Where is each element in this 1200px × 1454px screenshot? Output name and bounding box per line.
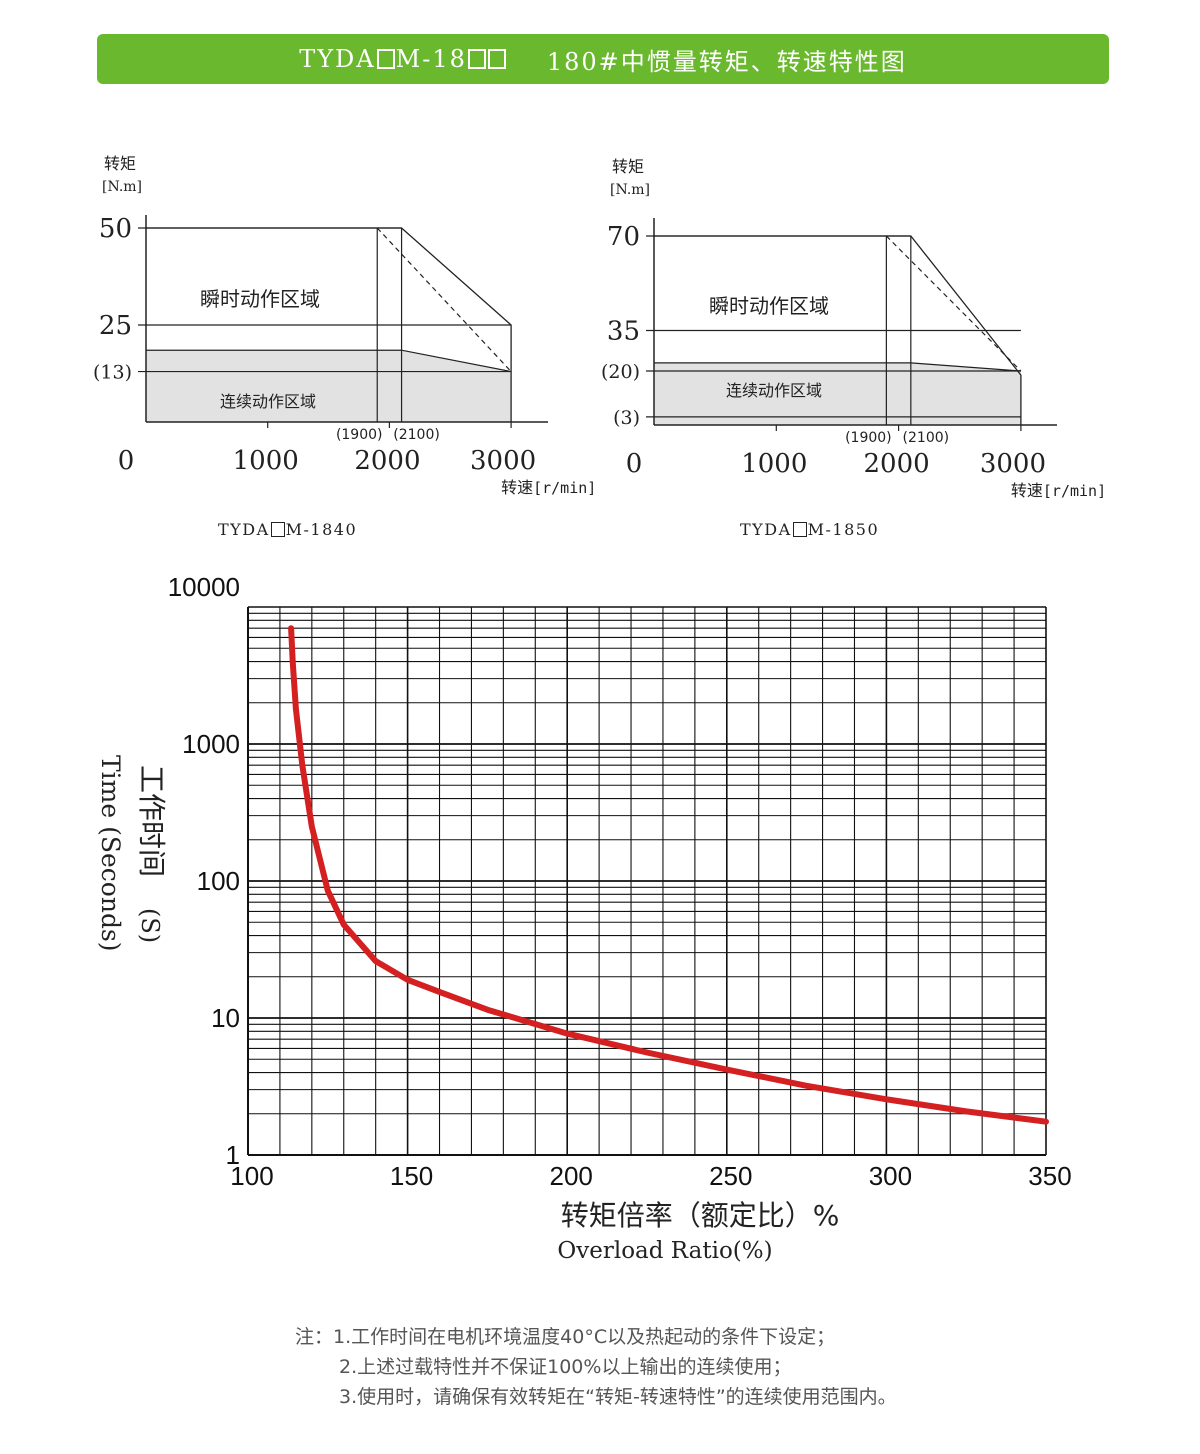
x-tick-label: 2000: [354, 446, 420, 476]
x-tick-label: 3000: [470, 446, 536, 476]
x-tick-label: 300: [869, 1161, 912, 1191]
x-axis-label-cn: 转矩倍率（额定比）%: [561, 1199, 840, 1232]
y-tick-label: 70: [607, 222, 640, 252]
x-tick-label: 1000: [741, 449, 807, 479]
model-caption-1850: TYDA M-1850: [740, 520, 879, 539]
dashed-boundary-line: [885, 235, 1022, 372]
y-axis-unit: [N.m]: [102, 179, 142, 195]
header-title: 180#中惯量转矩、转速特性图: [546, 47, 907, 76]
dashed-boundary-line: [376, 227, 512, 372]
y-axis-label: 转矩: [104, 154, 136, 173]
x-marker-label: (1900): [336, 427, 383, 443]
header-model-mid: M-18: [395, 45, 467, 73]
x-tick-label: 3000: [980, 449, 1046, 479]
caption-suffix: M-1850: [807, 520, 880, 539]
placeholder-box-icon: [270, 522, 285, 537]
caption-suffix: M-1840: [285, 520, 358, 539]
x-axis-unit: [r/min]: [533, 479, 596, 497]
placeholder-box-icon: [792, 522, 807, 537]
y-tick-label: 25: [99, 311, 132, 341]
x-axis-label: 转速: [1011, 481, 1043, 500]
note-item: 3.使用时，请确保有效转矩在“转矩-转速特性”的连续使用范围内。: [339, 1386, 897, 1408]
model-caption-1840: TYDA M-1840: [218, 520, 357, 539]
y-tick-label: 100: [197, 866, 240, 896]
y-tick-label: (20): [601, 361, 640, 383]
x-marker-label: (2100): [903, 430, 950, 446]
y-tick-label: (13): [93, 362, 132, 384]
instant-region-label: 瞬时动作区域: [200, 287, 320, 311]
y-axis-label: 转矩: [612, 157, 644, 176]
x-marker-label: (2100): [393, 427, 440, 443]
continuous-region: [654, 362, 1021, 425]
notes-block: 注：1.工作时间在电机环境温度40°C以及热起动的条件下设定； 2.上述过载特性…: [295, 1322, 897, 1412]
x-tick-label: 0: [626, 449, 643, 479]
placeholder-box-icon: [467, 49, 486, 69]
y-axis-label-cn: 工作时间: [135, 765, 168, 877]
note-item: 2.上述过载特性并不保证100%以上输出的连续使用；: [339, 1356, 792, 1378]
x-tick-label: 150: [390, 1161, 433, 1191]
overload-curve: [288, 625, 1049, 1125]
header-model-prefix: TYDA: [299, 45, 376, 73]
x-tick-label: 2000: [864, 449, 930, 479]
y-tick-label: 35: [607, 317, 640, 347]
x-tick-label: 1000: [233, 446, 299, 476]
x-axis-label: 转速: [501, 478, 533, 497]
caption-prefix: TYDA: [218, 520, 270, 539]
x-tick-label: 100: [230, 1161, 273, 1191]
y-tick-label: 1: [226, 1140, 240, 1170]
continuous-region-label: 连续动作区域: [220, 392, 316, 411]
x-axis-label-en: Overload Ratio(%): [557, 1238, 772, 1264]
header-title-bar: TYDA M-18 180#中惯量转矩、转速特性图: [97, 34, 1109, 84]
x-axis-unit: [r/min]: [1043, 482, 1106, 500]
note-item: 1.工作时间在电机环境温度40°C以及热起动的条件下设定；: [333, 1326, 836, 1348]
x-tick-label: 350: [1028, 1161, 1071, 1191]
y-tick-label: 1000: [182, 729, 240, 759]
placeholder-box-icon: [487, 49, 506, 69]
notes-prefix: 注：: [295, 1326, 334, 1348]
y-axis-unit: [N.m]: [610, 182, 650, 198]
continuous-region-label: 连续动作区域: [726, 381, 822, 400]
x-tick-label: 200: [550, 1161, 593, 1191]
y-axis-unit: (S): [136, 908, 164, 943]
caption-prefix: TYDA: [740, 520, 792, 539]
instant-region-label: 瞬时动作区域: [709, 294, 829, 318]
x-tick-label: 250: [709, 1161, 752, 1191]
y-tick-label: 50: [99, 214, 132, 244]
x-marker-label: (1900): [845, 430, 892, 446]
placeholder-box-icon: [376, 49, 395, 69]
y-tick-label: 10000: [168, 572, 240, 602]
y-tick-label: 10: [211, 1003, 240, 1033]
x-tick-label: 0: [118, 446, 135, 476]
continuous-region: [146, 350, 512, 422]
y-axis-label-en: Time (Seconds): [96, 755, 125, 952]
y-tick-label: (3): [613, 407, 640, 429]
